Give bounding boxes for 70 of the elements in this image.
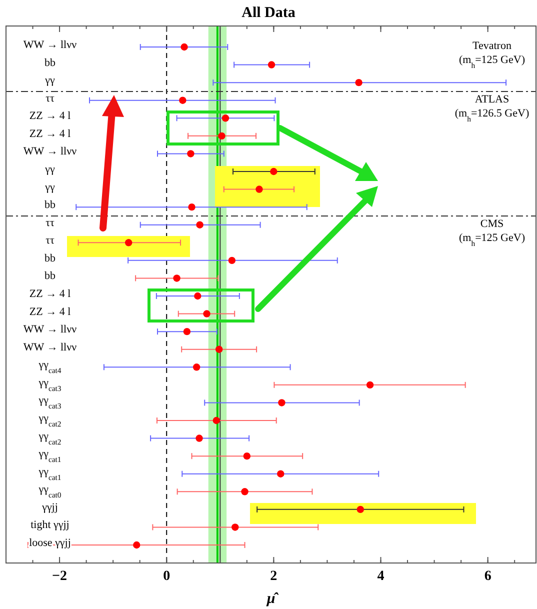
point	[179, 96, 186, 104]
y-tick-label: γγ$_{cat4}$	[38, 359, 62, 375]
y-tick-label: γγjj	[41, 501, 58, 514]
x-tick-label: −2	[52, 569, 68, 584]
y-tick-label: WW → llνν	[23, 324, 77, 336]
y-tick-label: ττ	[46, 92, 55, 104]
y-tick-label: WW → llνν	[23, 341, 77, 354]
annotation: Tevatron	[472, 40, 512, 52]
point	[180, 43, 188, 51]
y-tick-label: γγ$_{cat0}$	[38, 484, 62, 500]
y-tick-label: bb	[44, 252, 56, 264]
x-axis-title: μ̂	[266, 591, 280, 607]
point	[173, 274, 180, 282]
point	[228, 256, 236, 264]
y-tick-label: γγ	[44, 74, 55, 87]
annotation: (m$_{h}$=125 GeV)	[459, 54, 526, 70]
point	[196, 221, 204, 228]
x-tick-label: 0	[163, 569, 170, 584]
y-tick-label: γγ$_{cat3}$	[38, 376, 62, 392]
point	[218, 132, 226, 140]
annotation: ATLAS	[474, 93, 510, 106]
y-tick-label: γγ	[44, 164, 55, 176]
point	[256, 186, 263, 193]
point	[355, 78, 362, 86]
point	[196, 434, 203, 442]
y-tick-label: ZZ → 4 l	[29, 110, 71, 122]
y-tick-label: γγ$_{cat1}$	[38, 466, 62, 482]
y-tick-label: γγ$_{cat3}$	[38, 394, 62, 410]
x-tick-label: 2	[270, 569, 278, 584]
point	[183, 328, 191, 336]
point	[188, 203, 196, 211]
point	[277, 470, 284, 478]
x-tick-label: 4	[377, 569, 384, 584]
point	[215, 346, 223, 353]
point	[278, 399, 286, 406]
point	[194, 292, 202, 300]
x-tick-label: 6	[484, 569, 492, 584]
point	[203, 310, 210, 318]
point	[222, 114, 230, 122]
y-tick-label: WW → llνν	[23, 146, 77, 158]
y-tick-label: γγ$_{cat2}$	[38, 412, 62, 428]
y-tick-label: γγ	[44, 181, 55, 194]
point	[232, 524, 239, 531]
y-tick-label: γγ$_{cat1}$	[38, 448, 62, 464]
point	[187, 150, 194, 158]
y-tick-label: bb	[44, 270, 56, 282]
point	[356, 506, 364, 514]
point	[268, 61, 276, 68]
point	[133, 541, 140, 549]
y-tick-label: bb	[44, 56, 56, 69]
y-tick-label: ττ	[46, 216, 55, 229]
annotation: (m$_{h}$=126.5 GeV)	[454, 107, 530, 123]
point	[366, 381, 374, 389]
annotation: CMS	[480, 218, 504, 230]
y-tick-label: bb	[44, 199, 56, 212]
point	[241, 488, 248, 496]
annotation: (m$_{h}$=125 GeV)	[459, 232, 526, 248]
point	[270, 168, 278, 176]
point	[212, 416, 220, 424]
y-tick-label: WW → llνν	[23, 39, 77, 51]
y-tick-label: ZZ → 4 l	[29, 288, 71, 300]
y-tick-label: tight γγjj	[30, 519, 70, 532]
chart-title: All Data	[242, 5, 296, 21]
point	[192, 364, 200, 371]
point	[243, 452, 251, 460]
y-tick-label: ZZ → 4 l	[29, 306, 71, 318]
point	[124, 239, 132, 246]
y-tick-label: ZZ → 4 l	[29, 128, 71, 140]
y-tick-label: ττ	[46, 234, 55, 247]
y-tick-label: γγ$_{cat2}$	[38, 430, 62, 446]
